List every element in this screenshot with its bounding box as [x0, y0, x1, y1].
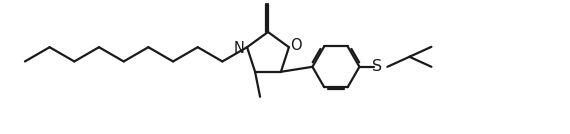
Text: O: O	[290, 38, 302, 53]
Text: O: O	[262, 0, 274, 3]
Text: N: N	[233, 41, 244, 56]
Text: S: S	[372, 59, 382, 74]
